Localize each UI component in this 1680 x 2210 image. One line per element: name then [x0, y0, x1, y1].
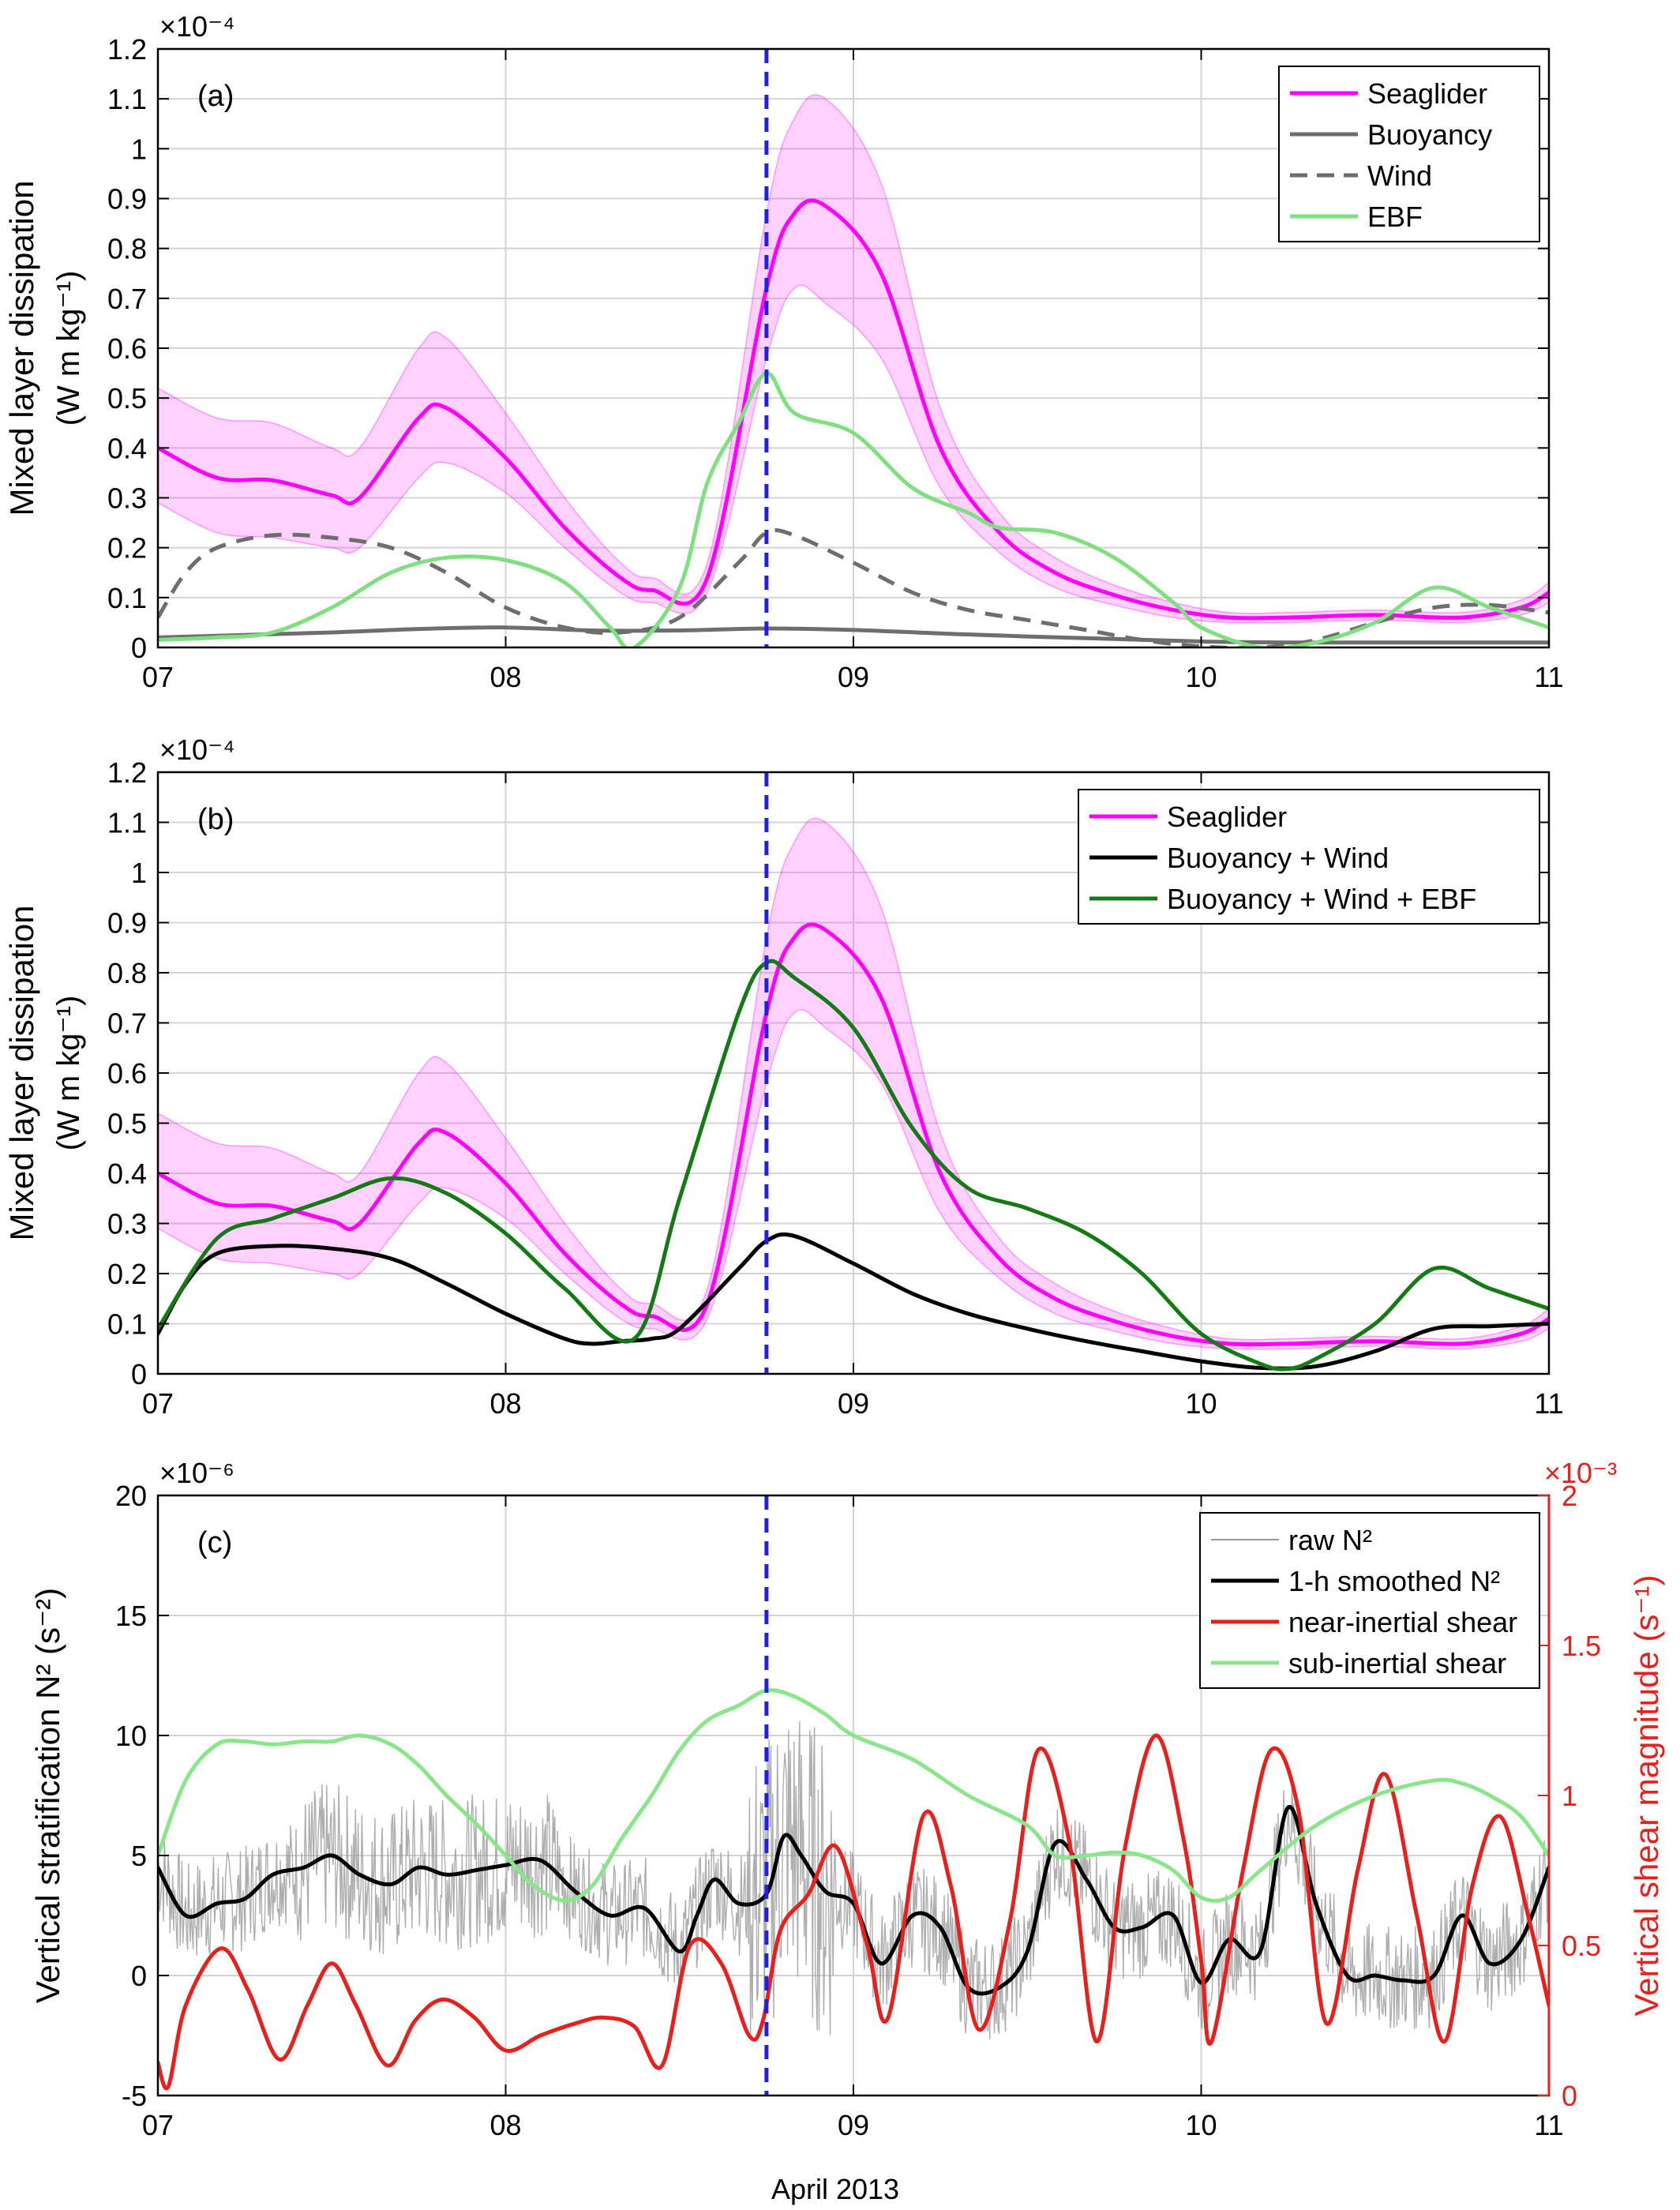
x-tick-label: 11: [1534, 661, 1563, 693]
y-tick-label: -5: [122, 2080, 147, 2112]
legend-box: [1278, 66, 1540, 242]
y-tick-label: 0.1: [107, 1308, 147, 1341]
y-tick-label: 1: [131, 133, 147, 165]
y-tick-label: 0: [131, 1358, 147, 1390]
y-tick-label: 0.9: [107, 907, 147, 940]
y-tick-label: 5: [131, 1840, 147, 1872]
y-tick-label: 1.2: [107, 756, 147, 789]
legend-box: [1199, 1512, 1540, 1689]
y2-tick-label: 1.5: [1562, 1630, 1601, 1662]
y-tick-label: 1.2: [107, 33, 147, 66]
panel-label: (b): [197, 803, 234, 836]
y2-tick-label: 2: [1562, 1480, 1577, 1512]
panel-label: (a): [197, 80, 234, 113]
x-tick-label: 07: [142, 2109, 174, 2141]
y-tick-label: 0.8: [107, 957, 147, 989]
y-tick-label: 1.1: [107, 83, 147, 115]
plot-area: [158, 94, 1549, 647]
legend-label: EBF: [1367, 201, 1423, 233]
series-seaglider-line: [158, 198, 1549, 621]
series-raw-n2-line: [158, 1720, 1549, 2039]
y-tick-label: 0.8: [107, 233, 147, 265]
series-1-h-smoothed-n2-line: [158, 1805, 1549, 1996]
y-tick-label: 0.5: [107, 382, 147, 415]
y-axis-label-line2: (W m kg⁻¹): [51, 996, 86, 1151]
y-tick-label: 0.9: [107, 183, 147, 216]
panel-b: 0 0.1 0.2 0.3 0.4 0.5 0.6 0.7 0.8 0.9 1 1.1 1.2 07 08 0…: [3, 734, 1564, 1420]
y-tick-label: 1: [131, 857, 147, 889]
x-tick-label: 10: [1185, 1387, 1217, 1420]
y-tick-label: 0.3: [107, 482, 147, 515]
x-tick-label: 10: [1185, 661, 1217, 693]
legend: Seaglider Buoyancy Wind EBF: [1278, 66, 1540, 242]
x-tick-label: 10: [1185, 2109, 1217, 2141]
y2-tick-label: 0: [1562, 2080, 1577, 2112]
y2-tick-label: 1: [1562, 1780, 1577, 1812]
y-axis-label-line2: (W m kg⁻¹): [51, 271, 86, 426]
legend: raw N² 1-h smoothed N² near-inertial shear…: [1199, 1512, 1540, 1689]
x-tick-label: 09: [838, 661, 869, 693]
y-tick-label: 0.4: [107, 1158, 147, 1190]
legend-label: Wind: [1367, 159, 1432, 192]
x-axis-label: April 2013: [771, 2173, 899, 2205]
legend-label: sub-inertial shear: [1288, 1647, 1506, 1679]
y-tick-label: 0.7: [107, 283, 147, 315]
series-sub-inertial-shear-line: [158, 1688, 1549, 1903]
x-tick-label: 08: [489, 661, 521, 693]
y-exponent-label: ×10⁻⁴: [159, 10, 235, 43]
x-tick-label: 09: [838, 1387, 869, 1420]
y-exponent-label: ×10⁻⁴: [159, 734, 235, 766]
y-tick-label: 15: [115, 1600, 147, 1632]
y-tick-label: 0.7: [107, 1007, 147, 1040]
legend-label: 1-h smoothed N²: [1288, 1565, 1500, 1597]
series-seaglider-band: [158, 94, 1549, 624]
y-axis-label-line1: Mixed layer dissipation: [3, 906, 40, 1241]
y-tick-label: 0: [131, 632, 147, 664]
plot-area: [158, 1688, 1549, 2091]
x-tick-label: 07: [142, 1387, 174, 1420]
legend-label: near-inertial shear: [1288, 1606, 1517, 1638]
y-tick-label: 0.3: [107, 1208, 147, 1240]
y-tick-label: 0.6: [107, 332, 147, 365]
y-tick-label: 1.1: [107, 807, 147, 839]
y-tick-label: 0.2: [107, 532, 147, 565]
legend: Seaglider Buoyancy + Wind Buoyancy + Wind …: [1078, 789, 1540, 925]
legend-label: Seaglider: [1367, 77, 1487, 110]
x-tick-label: 08: [489, 2109, 521, 2141]
x-tick-label: 08: [489, 1387, 521, 1420]
x-tick-label: 09: [838, 2109, 869, 2141]
y2-exponent-label: ×10⁻³: [1544, 1457, 1617, 1489]
legend-label: Buoyancy + Wind: [1167, 842, 1389, 874]
panel-a: 0 0.1 0.2 0.3 0.4 0.5 0.6 0.7 0.8 0.9 1 1.1 1.2 07 08 0…: [3, 10, 1564, 693]
x-tick-label: 11: [1534, 2109, 1563, 2141]
y-tick-label: 0.5: [107, 1108, 147, 1140]
legend-label: raw N²: [1288, 1524, 1372, 1556]
y-exponent-label: ×10⁻⁶: [159, 1457, 234, 1489]
series-buoyancy-wind-ebf-line: [158, 959, 1549, 1371]
y-tick-label: 20: [115, 1480, 147, 1512]
y-tick-label: 0: [131, 1960, 147, 1992]
series-near-inertial-shear-line: [158, 1733, 1549, 2091]
y-tick-label: 0.2: [107, 1258, 147, 1290]
y2-axis-label: Vertical shear magnitude (s⁻¹): [1628, 1574, 1665, 2016]
legend-label: Seaglider: [1167, 801, 1287, 833]
legend-label: Buoyancy + Wind + EBF: [1167, 883, 1476, 915]
y-tick-label: 0.4: [107, 432, 147, 464]
y2-tick-label: 0.5: [1562, 1930, 1601, 1962]
x-tick-label: 11: [1534, 1387, 1563, 1420]
legend-label: Buoyancy: [1367, 118, 1492, 151]
y-tick-label: 0.6: [107, 1057, 147, 1090]
series-wind-line: [158, 528, 1549, 647]
x-tick-label: 07: [142, 661, 174, 693]
panel-label: (c): [197, 1526, 232, 1559]
y-axis-label: Vertical stratification N² (s⁻²): [29, 1588, 66, 2003]
series-seaglider-line: [158, 922, 1549, 1347]
series-ebf-line: [158, 371, 1549, 647]
y-axis-label-line1: Mixed layer dissipation: [3, 181, 40, 516]
y-tick-label: 10: [115, 1720, 147, 1752]
y-tick-label: 0.1: [107, 582, 147, 614]
